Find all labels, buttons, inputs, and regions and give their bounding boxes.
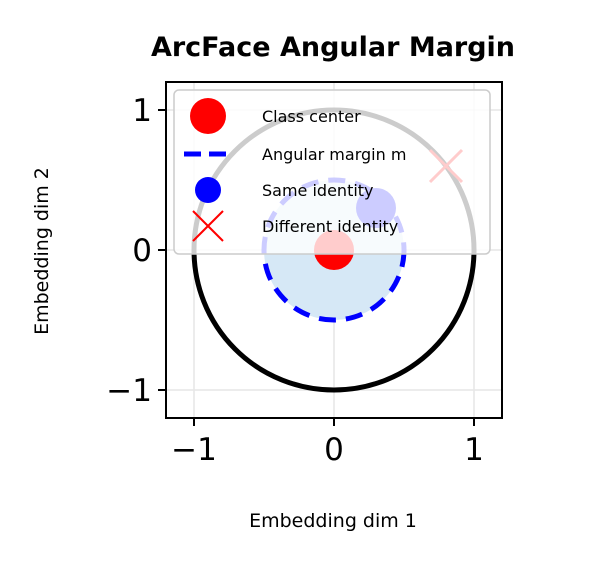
legend-box — [173, 89, 491, 255]
x-axis-label: Embedding dim 1 — [249, 510, 417, 532]
legend-marker — [192, 210, 224, 242]
plot-area: −1 0 1 −1 0 1 Class center Angular margin m Sa… — [106, 81, 503, 468]
legend-item: Same identity — [195, 177, 374, 203]
y-tick-label: 0 — [132, 233, 152, 269]
chart-title: ArcFace Angular Margin — [151, 32, 515, 63]
legend-label: Different identity — [262, 217, 398, 236]
y-tick-label: −1 — [106, 373, 152, 409]
legend-marker — [195, 177, 221, 203]
legend-label: Class center — [262, 107, 361, 126]
y-axis: −1 0 1 — [106, 93, 166, 409]
legend-label: Angular margin m — [262, 145, 406, 164]
y-axis-label: Embedding dim 2 — [31, 167, 53, 335]
legend: Class center Angular margin m Same identit… — [173, 89, 491, 255]
x-tick-label: −1 — [171, 432, 217, 468]
y-tick-label: 1 — [132, 93, 152, 129]
x-tick-label: 1 — [464, 432, 484, 468]
legend-label: Same identity — [262, 181, 374, 200]
legend-item: Class center — [190, 98, 361, 134]
legend-item: Different identity — [192, 210, 398, 242]
x-tick-label: 0 — [324, 432, 344, 468]
legend-marker — [190, 98, 226, 134]
legend-item: Angular margin m — [184, 145, 406, 164]
x-axis: −1 0 1 — [171, 418, 484, 468]
